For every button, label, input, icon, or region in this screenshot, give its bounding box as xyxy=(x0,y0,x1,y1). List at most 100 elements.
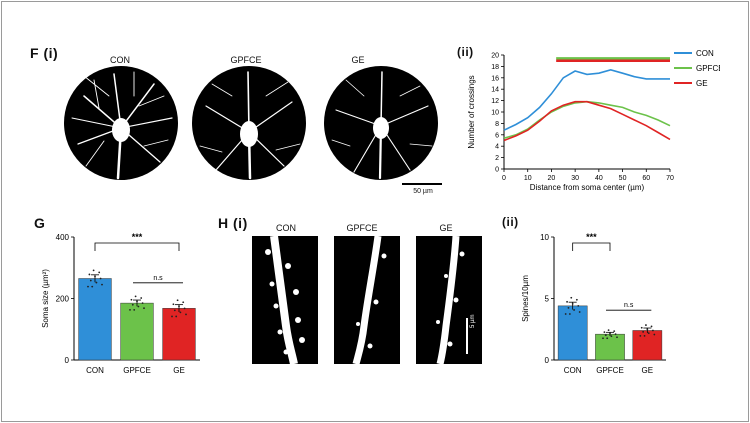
legend-label: GE xyxy=(696,79,708,88)
category-label: GPFCE xyxy=(123,366,151,375)
soma-chart: 0 200 400 Soma size (µm²) CON GPFCE GE *** n.s xyxy=(41,232,200,375)
data-point xyxy=(176,299,179,302)
y-tick-label: 8 xyxy=(495,121,499,128)
y-tick-label: 10 xyxy=(491,110,499,117)
panel-h-label: H (i) xyxy=(218,215,248,231)
neuron-image-gpfce xyxy=(192,66,306,180)
category-label: GPFCE xyxy=(596,366,624,375)
x-tick-label: 0 xyxy=(502,175,506,182)
spines-chart: 0 5 10 Spines/10µm CON GPFCE GE *** n.s xyxy=(521,232,666,375)
panel-f-ii-label: (ii) xyxy=(457,45,474,59)
data-point xyxy=(564,313,567,315)
neuron-label-con: CON xyxy=(110,55,130,65)
y-tick-label: 5 xyxy=(545,295,550,304)
significance-label: n.s xyxy=(624,302,634,309)
y-axis-label: Soma size (µm²) xyxy=(41,269,50,328)
y-tick-label: 2 xyxy=(495,155,499,162)
data-point xyxy=(640,326,643,329)
data-point xyxy=(645,324,647,326)
x-tick-label: 70 xyxy=(666,175,674,182)
data-point xyxy=(101,283,103,286)
data-point xyxy=(607,329,610,332)
data-point xyxy=(573,309,575,311)
y-tick-label: 14 xyxy=(491,87,499,94)
spine-image-gpfce xyxy=(334,236,400,364)
scale-bar-h-label: 5 µm xyxy=(470,314,476,328)
scale-bar-h xyxy=(466,318,468,354)
significance-bracket xyxy=(572,242,611,251)
x-tick-label: 60 xyxy=(642,175,650,182)
data-point xyxy=(87,285,89,288)
scale-bar-f-label: 50 µm xyxy=(413,188,433,195)
bar-con xyxy=(557,305,588,361)
data-point xyxy=(136,300,138,303)
data-point xyxy=(568,313,571,315)
neuron-image-con xyxy=(64,66,178,180)
data-point xyxy=(616,336,618,339)
data-point xyxy=(129,308,131,311)
spine-image-ge: 5 µm xyxy=(416,236,482,364)
data-point xyxy=(653,333,656,336)
neuron-label-ge: GE xyxy=(351,55,365,65)
data-point xyxy=(643,334,646,337)
scale-bar-f xyxy=(402,183,442,185)
y-tick-label: 0 xyxy=(495,167,499,174)
data-point xyxy=(602,337,604,340)
significance-label: n.s xyxy=(153,275,163,282)
data-point xyxy=(578,311,581,313)
data-point xyxy=(178,305,180,308)
data-point xyxy=(94,275,96,278)
data-point xyxy=(179,311,182,314)
data-point xyxy=(183,307,186,310)
data-point xyxy=(614,333,617,336)
data-point xyxy=(571,302,574,305)
data-point xyxy=(88,273,91,276)
data-point xyxy=(604,334,607,337)
data-point xyxy=(95,281,98,284)
data-point xyxy=(131,303,134,306)
bar-ge xyxy=(632,330,663,361)
panel-g-label: G xyxy=(34,215,46,231)
data-point xyxy=(570,296,573,299)
bar-con xyxy=(78,278,112,361)
bar-gpfce xyxy=(120,302,154,361)
data-point xyxy=(140,297,143,299)
data-point xyxy=(613,330,616,333)
significance-bracket xyxy=(94,242,180,251)
x-tick-label: 10 xyxy=(524,175,532,182)
data-point xyxy=(606,337,609,340)
neuron-image-ge xyxy=(324,66,438,180)
y-tick-label: 10 xyxy=(540,233,549,242)
legend-label: GPFCE xyxy=(696,64,720,73)
x-tick-label: 50 xyxy=(619,175,627,182)
y-tick-label: 16 xyxy=(491,75,499,82)
spine-image-con xyxy=(252,236,318,364)
panel-f-label: F (i) xyxy=(30,45,59,61)
y-tick-label: 20 xyxy=(491,53,499,60)
data-point xyxy=(647,332,650,335)
data-point xyxy=(639,334,642,337)
data-point xyxy=(566,300,568,303)
data-point xyxy=(99,277,102,280)
spine-label-gpfce: GPFCE xyxy=(346,223,378,233)
y-tick-label: 4 xyxy=(495,144,499,151)
category-label: GE xyxy=(173,366,185,375)
category-label: CON xyxy=(564,366,582,375)
y-axis-label: Number of crossings xyxy=(467,75,476,148)
category-label: CON xyxy=(86,366,104,375)
data-point xyxy=(642,330,645,333)
data-point xyxy=(172,303,175,306)
data-point xyxy=(98,271,101,274)
y-tick-label: 0 xyxy=(65,356,70,365)
series-line-gpfce xyxy=(503,100,671,139)
data-point xyxy=(577,304,580,307)
x-tick-label: 20 xyxy=(548,175,556,182)
data-point xyxy=(171,315,173,318)
data-point xyxy=(575,298,578,301)
y-tick-label: 400 xyxy=(56,233,70,242)
data-point xyxy=(133,308,136,311)
data-point xyxy=(603,331,606,334)
series-line-ge xyxy=(503,100,671,142)
data-point xyxy=(141,302,144,305)
